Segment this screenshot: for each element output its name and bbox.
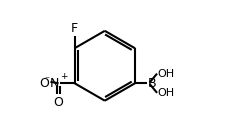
Text: OH: OH (158, 88, 175, 98)
Text: N: N (50, 77, 60, 90)
Text: ⁻: ⁻ (44, 75, 49, 85)
Text: OH: OH (158, 69, 175, 79)
Text: +: + (60, 72, 67, 81)
Text: F: F (71, 22, 78, 35)
Text: O: O (53, 96, 63, 109)
Text: B: B (148, 77, 157, 90)
Text: O: O (39, 77, 49, 90)
